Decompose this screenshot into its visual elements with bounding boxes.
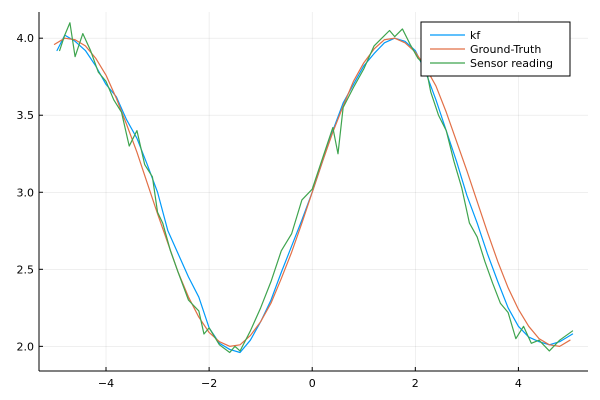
- axes: [38, 12, 588, 372]
- x-tick-label: 0: [309, 377, 316, 390]
- legend-entry-sensor-reading: Sensor reading: [430, 57, 553, 70]
- legend-entry-ground-truth: Ground-Truth: [430, 43, 541, 56]
- series-line-ground-truth: [53, 37, 571, 347]
- legend: kf Ground-Truth Sensor reading: [420, 21, 571, 77]
- legend-label-sensor-reading: Sensor reading: [470, 57, 553, 70]
- x-tick-label: −4: [98, 377, 114, 390]
- x-tick-label: 4: [515, 377, 522, 390]
- y-tick-labels: 2.0 2.5 3.0 3.5 4.0: [17, 32, 35, 353]
- y-tick-label: 2.0: [17, 340, 35, 353]
- series-lines: [53, 22, 574, 354]
- legend-label-kf: kf: [470, 29, 481, 42]
- y-tick-label: 3.5: [17, 109, 35, 122]
- series-line-sensor-reading: [59, 22, 574, 354]
- y-tick-label: 3.0: [17, 186, 35, 199]
- x-tick-label: −2: [201, 377, 217, 390]
- legend-entry-kf: kf: [430, 29, 481, 42]
- y-tick-label: 2.5: [17, 263, 35, 276]
- x-tick-labels: −4 −2 0 2 4: [98, 377, 522, 390]
- y-tick-label: 4.0: [17, 32, 35, 45]
- x-tick-label: 2: [412, 377, 419, 390]
- legend-label-ground-truth: Ground-Truth: [470, 43, 541, 56]
